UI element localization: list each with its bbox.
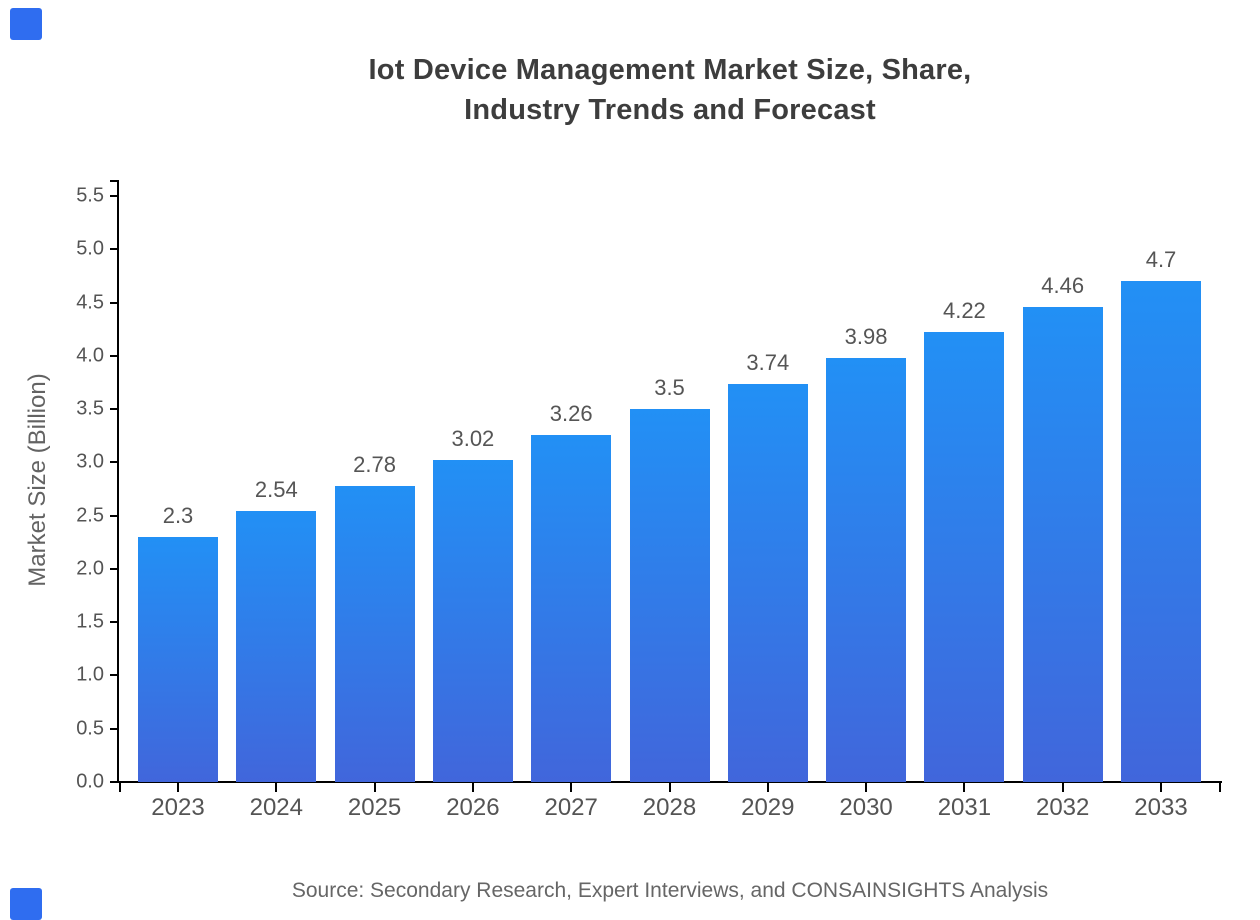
bar-value-label-2031: 4.22 bbox=[942, 298, 986, 324]
y-tick-label: 4.0 bbox=[76, 344, 104, 367]
y-tick-mark bbox=[110, 621, 119, 624]
y-tick-mark bbox=[110, 248, 119, 251]
bar-2028 bbox=[629, 409, 710, 782]
x-tick-mark-2033 bbox=[1160, 783, 1162, 792]
y-tick-mark bbox=[110, 514, 119, 517]
bar-2026 bbox=[432, 460, 513, 782]
bar-value-label-2032: 4.46 bbox=[1041, 272, 1085, 298]
y-axis-title: Market Size (Billion) bbox=[24, 373, 51, 587]
x-tick-mark-2027 bbox=[570, 783, 573, 792]
bar-value-label-2024: 2.54 bbox=[254, 477, 298, 503]
chart-title-line1: Iot Device Management Market Size, Share… bbox=[368, 54, 972, 86]
bar-value-label-2030: 3.98 bbox=[844, 323, 888, 349]
bar-2033 bbox=[1121, 281, 1201, 782]
x-tick-mark-2025 bbox=[373, 783, 376, 792]
x-tick-label-2033: 2033 bbox=[1134, 794, 1188, 821]
x-tick-mark-2031 bbox=[963, 783, 966, 792]
x-tick-label-2027: 2027 bbox=[544, 794, 598, 821]
bar-2030 bbox=[826, 357, 907, 782]
bar-2027 bbox=[531, 434, 612, 782]
bar-2032 bbox=[1022, 306, 1103, 782]
y-tick-label: 4.5 bbox=[76, 291, 104, 314]
x-tick-label-2030: 2030 bbox=[839, 794, 893, 821]
brand-square-top-left bbox=[10, 8, 42, 40]
bar-value-label-2033: 4.7 bbox=[1145, 247, 1177, 273]
x-tick-label-2024: 2024 bbox=[249, 794, 303, 821]
brand-square-bottom-left bbox=[10, 888, 42, 920]
y-tick-label: 1.0 bbox=[76, 663, 104, 686]
x-tick-mark-2032 bbox=[1061, 783, 1064, 792]
y-axis-line bbox=[117, 180, 119, 783]
y-tick-label: 1.5 bbox=[76, 610, 104, 633]
y-tick-label: 5.0 bbox=[76, 237, 104, 260]
x-tick-label-2028: 2028 bbox=[642, 794, 697, 821]
y-tick-label: 3.5 bbox=[76, 397, 104, 420]
x-tick-mark-2023 bbox=[177, 783, 179, 792]
chart-title: Iot Device Management Market Size, Share… bbox=[119, 50, 1221, 130]
x-tick-label-2029: 2029 bbox=[741, 794, 795, 821]
bar-value-label-2028: 3.5 bbox=[654, 375, 685, 401]
y-tick-mark bbox=[110, 781, 119, 783]
y-tick-label: 2.0 bbox=[76, 557, 104, 580]
x-tick-mark-2029 bbox=[766, 783, 769, 792]
y-tick-mark bbox=[110, 727, 119, 730]
y-tick-mark bbox=[110, 354, 119, 357]
x-axis-right-end-tick bbox=[1219, 783, 1221, 792]
x-tick-label-2026: 2026 bbox=[446, 794, 500, 821]
bar-2023 bbox=[138, 536, 218, 782]
source-note: Source: Secondary Research, Expert Inter… bbox=[291, 879, 1049, 902]
x-tick-mark-2024 bbox=[275, 783, 278, 792]
y-tick-label: 5.5 bbox=[76, 184, 104, 207]
bar-value-label-2027: 3.26 bbox=[549, 400, 593, 426]
bar-2031 bbox=[924, 332, 1005, 782]
x-tick-label-2025: 2025 bbox=[347, 794, 402, 821]
x-tick-mark-2030 bbox=[865, 783, 868, 792]
x-tick-label-2031: 2031 bbox=[937, 794, 992, 821]
x-tick-label-2023: 2023 bbox=[151, 794, 205, 821]
bar-value-label-2029: 3.74 bbox=[746, 349, 790, 375]
x-axis-left-end-tick bbox=[119, 783, 121, 792]
bar-2029 bbox=[727, 383, 808, 782]
y-tick-mark bbox=[110, 567, 119, 570]
x-tick-label-2032: 2032 bbox=[1035, 794, 1090, 821]
y-tick-label: 3.0 bbox=[76, 450, 104, 473]
bar-2024 bbox=[236, 511, 317, 782]
y-tick-mark bbox=[110, 408, 119, 411]
y-axis-end-tick bbox=[110, 180, 119, 182]
x-axis-line bbox=[117, 781, 1222, 783]
chart-title-line2: Industry Trends and Forecast bbox=[464, 94, 876, 126]
bar-value-label-2023: 2.3 bbox=[162, 502, 194, 528]
y-tick-mark bbox=[110, 301, 119, 304]
bar-value-label-2025: 2.78 bbox=[353, 451, 396, 477]
x-tick-mark-2026 bbox=[471, 783, 474, 792]
y-tick-label: 2.5 bbox=[76, 504, 104, 527]
y-tick-mark bbox=[110, 461, 119, 464]
bar-value-label-2026: 3.02 bbox=[451, 426, 495, 452]
y-tick-label: 0.0 bbox=[76, 770, 104, 793]
y-tick-label: 0.5 bbox=[76, 717, 104, 740]
x-tick-mark-2028 bbox=[668, 783, 671, 792]
y-tick-mark bbox=[110, 194, 119, 197]
bar-2025 bbox=[334, 485, 415, 782]
y-tick-mark bbox=[110, 674, 119, 677]
